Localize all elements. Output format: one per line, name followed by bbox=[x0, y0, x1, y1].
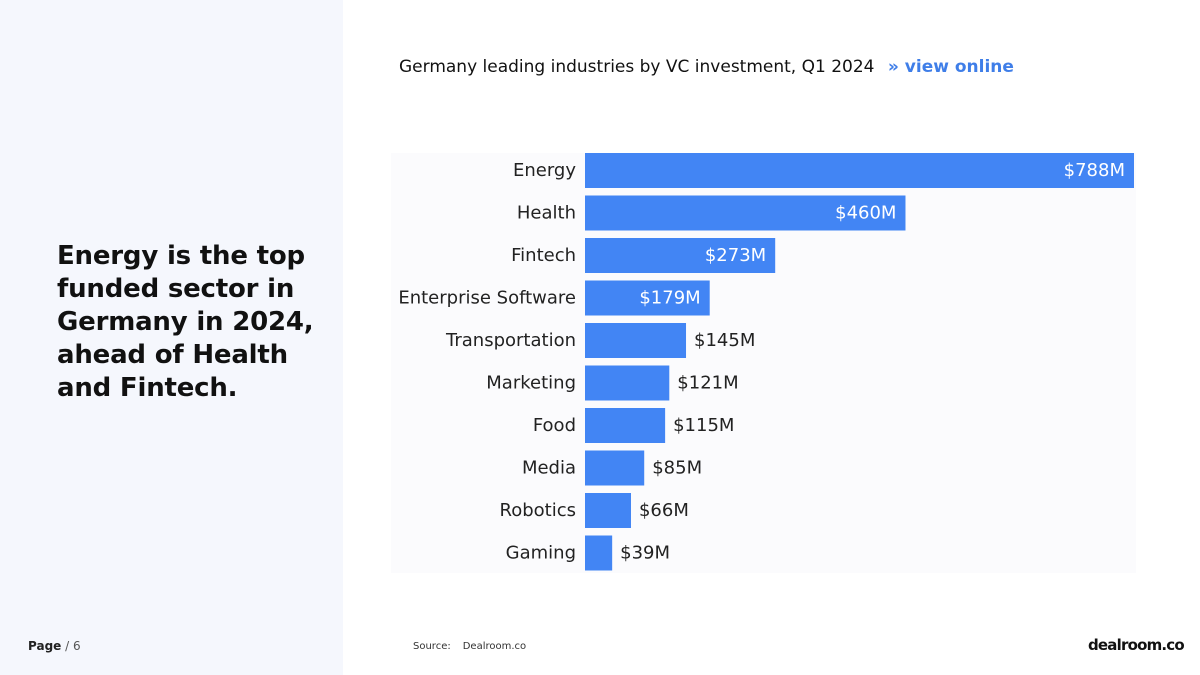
category-label: Media bbox=[522, 458, 576, 479]
view-online-link[interactable]: » view online bbox=[888, 57, 1014, 77]
bar bbox=[585, 195, 906, 231]
bar bbox=[585, 280, 710, 316]
category-label: Enterprise Software bbox=[398, 288, 576, 309]
value-label: $121M bbox=[677, 373, 738, 394]
value-label: $788M bbox=[1064, 160, 1125, 181]
dealroom-logo: dealroom.co bbox=[1088, 636, 1185, 654]
value-label: $460M bbox=[835, 203, 896, 224]
left-panel bbox=[0, 0, 343, 675]
category-label: Transportation bbox=[445, 330, 576, 351]
page-separator: / bbox=[61, 639, 73, 653]
chart-title-text: Germany leading industries by VC investm… bbox=[399, 57, 875, 77]
page-number: 6 bbox=[72, 639, 81, 653]
category-label: Health bbox=[517, 203, 576, 224]
category-label: Food bbox=[533, 415, 576, 436]
bar bbox=[585, 238, 776, 273]
source-label: Source: bbox=[413, 641, 451, 652]
value-label: $66M bbox=[639, 500, 689, 521]
page-indicator: Page / 6 bbox=[28, 639, 81, 653]
page-label: Page bbox=[28, 639, 62, 653]
chart-title: Germany leading industries by VC investm… bbox=[399, 57, 1014, 77]
source-note: Source: Dealroom.co bbox=[413, 641, 526, 652]
category-label: Energy bbox=[513, 160, 576, 181]
category-label: Gaming bbox=[506, 543, 576, 564]
bar bbox=[585, 450, 645, 486]
bar bbox=[585, 365, 670, 401]
source-value: Dealroom.co bbox=[462, 641, 527, 652]
value-label: $39M bbox=[620, 543, 670, 564]
bar bbox=[585, 493, 631, 528]
value-label: $85M bbox=[652, 458, 702, 479]
bar-chart: Energy $788M Health $460M Fintech $273M Enterp… bbox=[398, 153, 1134, 571]
category-label: Marketing bbox=[486, 373, 576, 394]
value-label: $145M bbox=[694, 330, 755, 351]
value-label: $179M bbox=[639, 288, 700, 309]
link-arrow-icon: » bbox=[887, 57, 899, 77]
category-label: Robotics bbox=[500, 500, 576, 521]
bar bbox=[585, 153, 1134, 188]
bar bbox=[585, 408, 666, 443]
category-label: Fintech bbox=[511, 245, 576, 266]
headline: Energy is the top funded sector in Germa… bbox=[57, 241, 314, 403]
bar bbox=[585, 323, 687, 358]
view-online-label: view online bbox=[904, 57, 1014, 77]
value-label: $273M bbox=[705, 245, 766, 266]
value-label: $115M bbox=[673, 415, 734, 436]
bar bbox=[585, 535, 613, 571]
